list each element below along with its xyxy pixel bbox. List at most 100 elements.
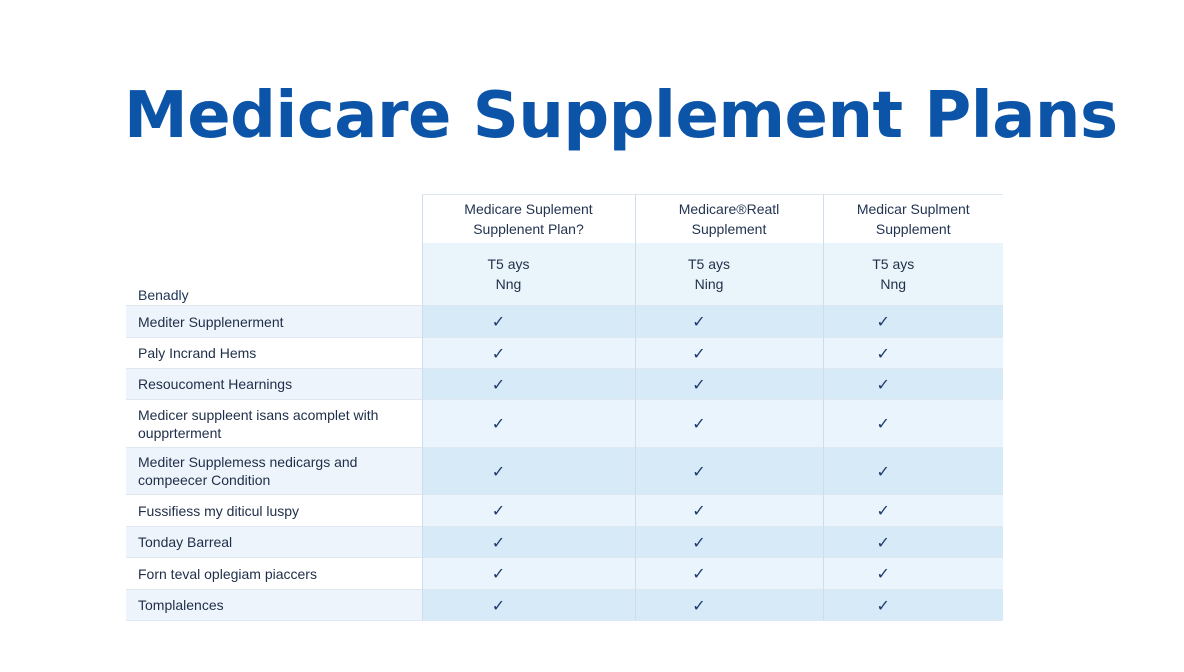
checkmark-icon: ✓	[876, 595, 890, 615]
table-row: Tomplalences ✓ ✓ ✓	[126, 589, 1003, 621]
check-cell: ✓	[822, 557, 1003, 590]
table-row: Tonday Barreal ✓ ✓ ✓	[126, 526, 1003, 558]
check-cell: ✓	[634, 494, 823, 527]
check-cell: ✓	[822, 526, 1003, 558]
checkmark-icon: ✓	[876, 414, 890, 433]
header-corner	[126, 194, 422, 243]
table-row: Mediter Supplemess nedicargs and compeece…	[126, 447, 1003, 495]
sub-header-cell: Nng	[421, 274, 635, 306]
table-row: Fussifiess my diticul luspy ✓ ✓ ✓	[126, 494, 1003, 527]
column-header-2: Medicare®Reatl Supplement	[634, 194, 823, 243]
benefit-label: Tomplalences	[126, 589, 422, 621]
sub-header-cell: T5 ays	[822, 243, 1003, 274]
check-cell: ✓	[634, 557, 823, 590]
sub-header-cell: Ning	[634, 274, 823, 306]
table-header-row: Medicare Suplement Supplenent Plan? Medi…	[126, 194, 1003, 243]
table-row: Paly Incrand Hems ✓ ✓ ✓	[126, 337, 1003, 369]
checkmark-icon: ✓	[491, 312, 506, 331]
check-cell: ✓	[822, 305, 1003, 338]
check-cell: ✓	[421, 557, 635, 590]
checkmark-icon: ✓	[876, 343, 890, 363]
check-cell: ✓	[822, 589, 1003, 621]
checkmark-icon: ✓	[692, 343, 706, 363]
checkmark-icon: ✓	[491, 343, 506, 363]
check-cell: ✓	[421, 399, 635, 448]
checkmark-icon: ✓	[876, 374, 890, 394]
benefit-label-line: Tonday Barreal	[138, 534, 233, 550]
benefit-label: Tonday Barreal	[126, 526, 422, 558]
checkmark-icon: ✓	[491, 374, 506, 394]
check-cell: ✓	[421, 447, 635, 495]
check-cell: ✓	[421, 526, 635, 558]
column-header-3: Medicar Suplment Supplement	[822, 194, 1003, 243]
check-cell: ✓	[822, 399, 1003, 448]
table-row: Mediter Supplenerment ✓ ✓ ✓	[126, 305, 1003, 338]
check-cell: ✓	[634, 447, 823, 495]
benefit-label-line: Resoucoment Hearnings	[138, 376, 293, 392]
check-cell: ✓	[421, 337, 635, 369]
table-row: Resoucoment Hearnings ✓ ✓ ✓	[126, 368, 1003, 400]
benefit-column-label: Benadly	[138, 287, 189, 303]
checkmark-icon: ✓	[491, 414, 506, 433]
check-cell: ✓	[634, 589, 823, 621]
sub-header-cell: T5 ays	[421, 243, 635, 274]
checkmark-icon: ✓	[692, 532, 706, 552]
checkmark-icon: ✓	[876, 501, 890, 520]
sub-header-row: Benadly T5 ays T5 ays T5 ays	[126, 243, 1003, 303]
comparison-table: Medicare Suplement Supplenent Plan? Medi…	[126, 194, 1003, 621]
benefit-label-line: Mediter Supplenerment	[138, 313, 284, 330]
checkmark-icon: ✓	[692, 312, 706, 331]
checkmark-icon: ✓	[692, 461, 706, 481]
check-cell: ✓	[822, 337, 1003, 369]
benefit-label-line: Tomplalences	[138, 597, 224, 613]
check-cell: ✓	[634, 526, 823, 558]
checkmark-icon: ✓	[692, 595, 706, 615]
column-header-line: Medicare Suplement	[464, 201, 593, 217]
benefit-label: Paly Incrand Hems	[126, 337, 422, 369]
check-cell: ✓	[421, 368, 635, 400]
benefit-label: Medicer suppleent isans acomplet with oup…	[126, 399, 422, 448]
benefit-label: Resoucoment Hearnings	[126, 368, 422, 400]
page-title: Medicare Supplement Plans	[124, 79, 1118, 153]
benefit-label-line: Mediter Supplemess nedicargs and	[138, 454, 358, 470]
column-header-1: Medicare Suplement Supplenent Plan?	[421, 194, 635, 243]
table-row: Forn teval oplegiam piaccers ✓ ✓ ✓	[126, 557, 1003, 590]
column-header-line: Medicare®Reatl	[678, 201, 780, 217]
check-cell: ✓	[634, 337, 823, 369]
column-header-line: Supplement	[875, 221, 951, 237]
checkmark-icon: ✓	[692, 564, 706, 583]
benefit-label: Forn teval oplegiam piaccers	[126, 557, 422, 590]
check-cell: ✓	[634, 399, 823, 448]
checkmark-icon: ✓	[692, 501, 706, 520]
checkmark-icon: ✓	[876, 312, 890, 331]
sub-header-row: Nng Ning Nng	[126, 274, 1003, 306]
checkmark-icon: ✓	[876, 461, 890, 481]
benefit-label-line: Paly Incrand Hems	[138, 345, 257, 361]
check-cell: ✓	[421, 494, 635, 527]
check-cell: ✓	[822, 494, 1003, 527]
check-cell: ✓	[421, 305, 635, 338]
column-header-line: Supplement	[691, 221, 767, 237]
check-cell: ✓	[822, 447, 1003, 495]
checkmark-icon: ✓	[491, 461, 506, 481]
checkmark-icon: ✓	[876, 564, 890, 583]
benefit-label-line: compeecer Condition	[138, 472, 271, 488]
checkmark-icon: ✓	[876, 532, 890, 552]
column-header-line: Medicar Suplment	[856, 201, 970, 217]
checkmark-icon: ✓	[692, 414, 706, 433]
benefit-label-line: Forn teval oplegiam piaccers	[138, 565, 317, 582]
checkmark-icon: ✓	[491, 532, 506, 552]
sub-header-cell: Nng	[822, 274, 1003, 306]
checkmark-icon: ✓	[692, 374, 706, 394]
benefit-label-line: Medicer suppleent isans acomplet with	[138, 406, 379, 423]
check-cell: ✓	[634, 305, 823, 338]
sub-header-cell: T5 ays	[634, 243, 823, 274]
benefit-label-line: oupprterment	[138, 424, 222, 441]
benefit-label: Mediter Supplemess nedicargs and compeece…	[126, 447, 422, 495]
benefit-label: Mediter Supplenerment	[126, 305, 422, 338]
check-cell: ✓	[822, 368, 1003, 400]
checkmark-icon: ✓	[491, 501, 506, 520]
benefit-label: Fussifiess my diticul luspy	[126, 494, 422, 527]
check-cell: ✓	[421, 589, 635, 621]
